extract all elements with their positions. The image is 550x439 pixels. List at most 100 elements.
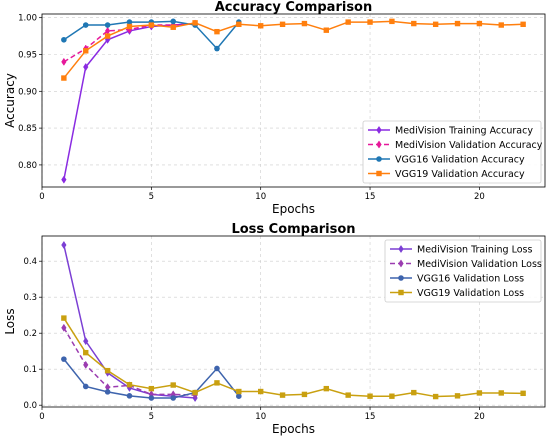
data-point <box>411 20 417 27</box>
series-2 <box>61 323 198 400</box>
data-point <box>61 356 67 362</box>
x-tick-label: 10 <box>255 412 266 422</box>
legend-label: VGG19 Validation Loss <box>417 288 524 299</box>
legend-label: MediVision Training Loss <box>417 245 532 256</box>
y-tick-label: 0.80 <box>18 161 37 171</box>
x-tick-label: 10 <box>255 192 266 202</box>
data-point <box>323 27 330 33</box>
x-tick-label: 5 <box>149 412 154 422</box>
data-point <box>411 389 417 396</box>
data-point <box>214 45 220 52</box>
data-point <box>323 385 330 392</box>
chart-title: Loss Comparison <box>231 222 355 237</box>
data-point <box>61 75 67 81</box>
data-point <box>82 383 89 390</box>
data-point <box>83 349 89 356</box>
data-point <box>170 18 177 25</box>
legend-swatch-marker <box>398 289 404 296</box>
x-tick-label: 15 <box>365 192 376 202</box>
data-point <box>476 20 483 27</box>
y-tick-label: 0.4 <box>23 257 37 267</box>
data-point <box>257 388 264 395</box>
data-point <box>520 21 526 28</box>
data-point <box>432 393 439 400</box>
data-point <box>126 19 133 25</box>
data-point <box>301 391 308 398</box>
y-tick-label: 0.95 <box>18 50 37 60</box>
x-tick-label: 20 <box>474 412 485 422</box>
data-point <box>367 19 373 25</box>
data-point <box>104 33 111 39</box>
data-point <box>454 393 461 399</box>
legend-label: MediVision Training Accuracy <box>395 126 533 137</box>
legend: MediVision Training Accuracy MediVision V… <box>362 120 543 184</box>
data-point <box>454 20 461 27</box>
data-point <box>192 389 198 396</box>
y-tick-label: 0.3 <box>23 293 37 303</box>
x-tick-label: 20 <box>474 192 485 202</box>
data-point <box>170 395 177 401</box>
x-tick-label: 5 <box>149 192 154 202</box>
plot-frame <box>41 13 546 188</box>
data-point <box>104 389 111 395</box>
series-1 <box>61 19 198 184</box>
data-point <box>345 19 351 25</box>
chart-title: Accuracy Comparison <box>215 0 373 15</box>
data-point <box>104 367 111 374</box>
data-point <box>61 240 67 250</box>
y-tick-label: 1.00 <box>18 14 37 24</box>
data-point <box>61 315 67 321</box>
series-line <box>63 244 196 399</box>
data-point <box>170 24 176 30</box>
legend-box <box>362 120 542 184</box>
data-point <box>389 18 395 25</box>
plot-frame <box>41 235 546 408</box>
data-point <box>148 395 155 401</box>
data-point <box>236 388 242 395</box>
data-point <box>367 393 373 399</box>
data-point <box>214 380 220 386</box>
data-point <box>61 323 67 332</box>
series-3 <box>61 356 242 401</box>
data-point <box>236 393 242 400</box>
series-4 <box>61 315 526 400</box>
data-point <box>61 36 67 43</box>
data-point <box>301 20 308 27</box>
y-tick-label: 0.2 <box>23 329 37 339</box>
x-axis-label: Epochs <box>272 202 315 216</box>
legend-swatch-marker <box>376 170 382 177</box>
legend-swatch-marker <box>376 140 382 149</box>
data-point <box>83 62 89 72</box>
chart-2: Loss Comparison 0 5 10 15 20 0.0 0.1 0.2 0.3 0.4 Ep… <box>3 222 546 436</box>
legend: MediVision Training Loss MediVision Valid… <box>384 239 542 303</box>
data-point <box>61 175 67 184</box>
series-4 <box>61 18 526 81</box>
series-3 <box>61 18 242 52</box>
legend-box <box>384 239 542 303</box>
data-point <box>279 21 286 28</box>
legend-label: VGG16 Validation Accuracy <box>395 155 525 166</box>
x-axis-label: Epochs <box>272 422 315 436</box>
data-point <box>104 22 111 28</box>
data-point <box>279 392 286 398</box>
data-point <box>389 393 395 399</box>
data-point <box>170 382 176 388</box>
y-tick-label: 0.0 <box>23 401 37 411</box>
y-tick-label: 0.85 <box>18 124 37 134</box>
data-point <box>498 22 504 28</box>
y-axis-label: Accuracy <box>3 73 17 128</box>
data-point <box>83 337 89 346</box>
data-point <box>476 390 483 396</box>
data-point <box>214 28 220 35</box>
legend-swatch-marker <box>398 275 404 281</box>
y-tick-label: 0.1 <box>23 365 37 375</box>
data-point <box>148 22 155 28</box>
series-1 <box>61 240 198 403</box>
data-point <box>345 392 351 398</box>
legend-swatch-marker <box>376 156 382 162</box>
legend-label: MediVision Validation Loss <box>417 259 542 270</box>
legend-label: VGG16 Validation Loss <box>417 274 524 285</box>
series-line <box>63 22 196 180</box>
